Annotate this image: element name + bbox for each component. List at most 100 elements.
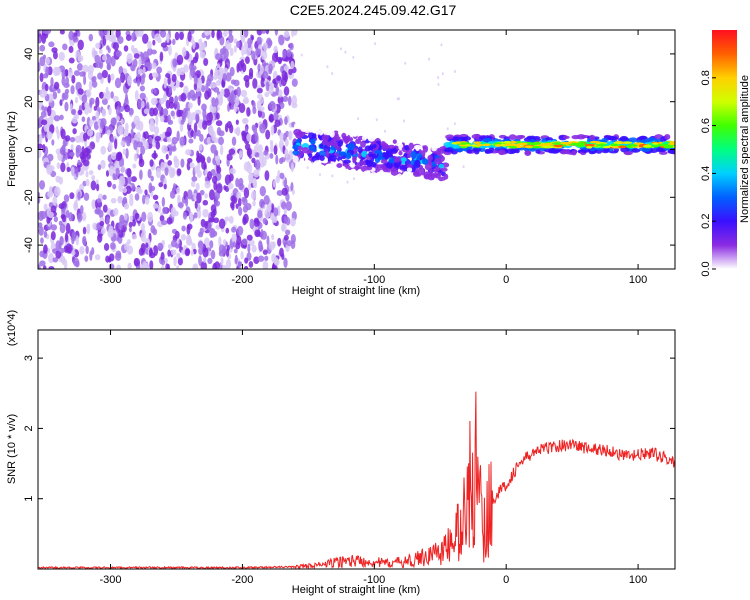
noise-mark: [193, 74, 198, 85]
noise-mark: [85, 170, 89, 178]
band-mark: [406, 163, 413, 169]
noise-mark: [169, 190, 176, 199]
noise-mark: [86, 89, 90, 95]
figure-title: C2E5.2024.245.09.42.G17: [290, 2, 457, 18]
noise-mark: [120, 72, 126, 84]
noise-mark: [59, 30, 65, 35]
band-mark: [509, 148, 517, 154]
noise-mark: [273, 207, 279, 217]
spectrogram-ylabel: Frequency (Hz): [6, 111, 18, 187]
noise-mark: [52, 257, 59, 263]
noise-mark: [286, 49, 292, 58]
noise-mark: [276, 75, 281, 81]
colorbar-gradient: [712, 30, 737, 269]
band-mark: [337, 140, 343, 147]
band-mark: [664, 134, 671, 140]
noise-mark: [159, 51, 164, 62]
noise-mark: [283, 207, 287, 215]
band-mark: [356, 129, 365, 135]
noise-mark: [138, 56, 142, 67]
noise-mark: [77, 191, 81, 201]
noise-mark: [115, 50, 122, 57]
band-mark: [404, 144, 410, 151]
noise-mark: [190, 249, 194, 256]
band-mark: [343, 136, 351, 143]
noise-mark: [145, 141, 149, 150]
noise-mark: [66, 166, 71, 173]
noise-mark: [185, 149, 192, 156]
noise-mark: [250, 190, 257, 200]
noise-mark: [186, 161, 191, 171]
noise-mark: [187, 31, 192, 43]
spectrogram-xtick-label: 0: [503, 274, 509, 286]
noise-mark: [225, 258, 232, 269]
band-mark: [417, 167, 425, 176]
noise-mark: [65, 76, 69, 86]
noise-mark: [38, 210, 44, 222]
band-mark: [293, 123, 299, 131]
noise-mark: [61, 69, 66, 80]
noise-mark: [52, 195, 58, 206]
noise-mark: [112, 183, 117, 190]
noise-mark: [289, 42, 294, 51]
noise-mark: [352, 55, 355, 59]
noise-mark: [61, 76, 66, 86]
noise-mark: [94, 208, 101, 215]
band-mark: [488, 147, 495, 152]
band-core-mark: [602, 145, 611, 149]
band-core-mark: [460, 145, 468, 149]
noise-mark: [215, 69, 222, 80]
noise-mark: [144, 196, 150, 205]
noise-mark: [203, 30, 210, 37]
band-mark: [445, 134, 455, 140]
noise-mark: [155, 141, 161, 150]
band-mark: [415, 152, 423, 159]
noise-mark: [168, 168, 175, 179]
noise-mark: [233, 102, 238, 113]
noise-mark: [236, 62, 240, 73]
colorbar-tick-label: 0.8: [700, 70, 712, 85]
noise-mark: [137, 68, 143, 75]
noise-mark: [242, 213, 249, 224]
noise-mark: [180, 92, 187, 102]
band-mark: [443, 173, 449, 180]
noise-mark: [38, 37, 42, 44]
noise-mark: [201, 103, 207, 112]
noise-mark: [238, 206, 243, 216]
band-mark: [332, 162, 338, 169]
noise-mark: [38, 134, 43, 145]
noise-mark: [141, 72, 146, 79]
band-mark: [397, 173, 402, 179]
noise-mark: [69, 192, 75, 200]
spectrogram-xlabel: Height of straight line (km): [292, 285, 420, 297]
noise-mark: [157, 204, 161, 214]
noise-mark: [48, 252, 55, 264]
noise-mark: [224, 123, 229, 133]
band-core-mark: [473, 141, 482, 144]
band-mark: [359, 160, 366, 166]
band-core-mark: [494, 144, 503, 147]
noise-mark: [48, 41, 55, 48]
noise-mark: [134, 212, 139, 220]
noise-mark: [58, 176, 64, 185]
noise-mark: [71, 231, 77, 240]
noise-mark: [278, 157, 284, 165]
noise-mark: [45, 66, 50, 77]
noise-mark: [240, 89, 248, 98]
noise-mark: [64, 88, 70, 94]
noise-mark: [97, 72, 103, 80]
noise-mark: [98, 91, 104, 99]
band-mark: [350, 128, 359, 136]
noise-mark: [273, 258, 280, 266]
band-core-mark: [518, 142, 528, 146]
noise-mark: [38, 61, 41, 73]
snr-xtick-label: 0: [503, 574, 509, 586]
noise-mark: [44, 83, 49, 92]
band-mark: [452, 145, 462, 149]
noise-mark: [238, 177, 244, 187]
noise-mark: [163, 183, 167, 190]
noise-mark: [97, 233, 103, 243]
noise-mark: [197, 96, 201, 106]
noise-mark: [191, 176, 198, 182]
